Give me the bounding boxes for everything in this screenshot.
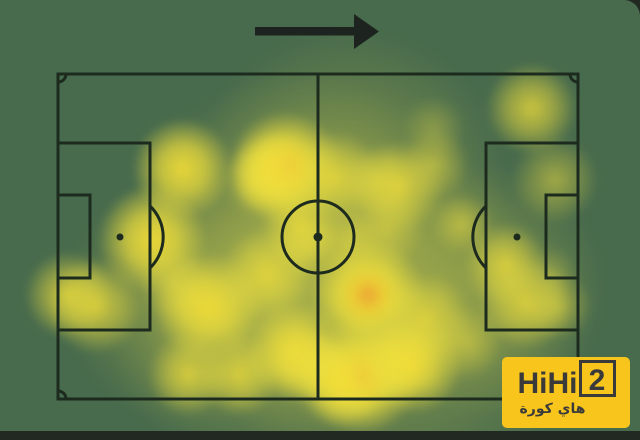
- penalty-spot-left: [116, 233, 124, 241]
- penalty-arc-left: [148, 204, 165, 270]
- arrow-shaft-icon: [255, 27, 356, 36]
- penalty-area-right: [484, 141, 580, 332]
- corner-arc-top-left: [57, 73, 68, 84]
- goal-area-left: [56, 193, 92, 280]
- hihi2-logo: HiHi 2 هاي كورة: [502, 357, 630, 428]
- heatmap-card: HiHi 2 هاي كورة: [0, 0, 640, 431]
- goal-area-right: [544, 193, 580, 280]
- penalty-arc-right: [471, 204, 488, 270]
- center-spot: [313, 232, 323, 242]
- arrow-head-icon: [354, 14, 379, 49]
- attack-direction-arrow: [255, 14, 379, 49]
- logo-square-icon: 2: [578, 360, 616, 397]
- logo-brand: HiHi 2: [517, 360, 616, 400]
- penalty-area-left: [56, 141, 152, 332]
- penalty-spot-right: [513, 233, 521, 241]
- logo-brand-number: 2: [588, 364, 606, 397]
- pitch-markings: [56, 72, 580, 401]
- logo-brand-text: HiHi: [517, 367, 578, 400]
- page-bottom-strip: [0, 431, 640, 440]
- logo-tagline-arabic: هاي كورة: [519, 401, 586, 417]
- corner-arc-bottom-left: [57, 389, 68, 400]
